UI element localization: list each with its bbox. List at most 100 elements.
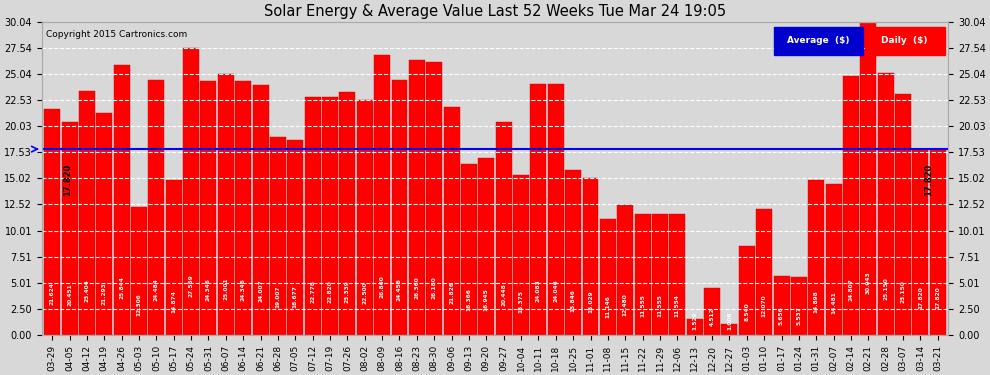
- Bar: [878, 73, 894, 335]
- Text: Average  ($): Average ($): [787, 36, 849, 45]
- Bar: [756, 209, 772, 335]
- Bar: [322, 97, 338, 335]
- Text: 12.480: 12.480: [623, 293, 628, 316]
- Text: 11.146: 11.146: [605, 295, 611, 318]
- Bar: [635, 214, 650, 335]
- Text: 22.820: 22.820: [328, 280, 333, 303]
- Bar: [461, 164, 477, 335]
- Text: 24.484: 24.484: [153, 278, 158, 301]
- Bar: [444, 107, 459, 335]
- Text: 21.624: 21.624: [50, 282, 54, 304]
- Text: 24.007: 24.007: [258, 279, 263, 302]
- Bar: [930, 149, 945, 335]
- Text: 25.844: 25.844: [119, 276, 124, 299]
- Bar: [704, 288, 720, 335]
- Text: 4.512: 4.512: [710, 308, 715, 326]
- Bar: [356, 100, 373, 335]
- Text: 15.029: 15.029: [588, 290, 593, 313]
- Text: 19.007: 19.007: [275, 285, 280, 308]
- FancyBboxPatch shape: [774, 27, 863, 55]
- Text: 23.339: 23.339: [345, 280, 349, 303]
- Text: 17.820: 17.820: [918, 287, 923, 309]
- Bar: [826, 184, 842, 335]
- Bar: [114, 66, 130, 335]
- Text: Daily  ($): Daily ($): [881, 36, 928, 45]
- Bar: [287, 140, 303, 335]
- Bar: [252, 85, 268, 335]
- Bar: [165, 180, 182, 335]
- Text: 11.554: 11.554: [675, 294, 680, 317]
- Bar: [496, 122, 512, 335]
- Bar: [565, 170, 581, 335]
- Text: 20.448: 20.448: [501, 284, 506, 306]
- Text: 23.404: 23.404: [84, 280, 89, 303]
- Bar: [843, 76, 859, 335]
- Bar: [617, 205, 634, 335]
- Bar: [652, 214, 668, 335]
- Text: 24.046: 24.046: [553, 279, 558, 302]
- Text: 16.366: 16.366: [466, 288, 471, 311]
- Text: 5.537: 5.537: [796, 306, 801, 325]
- Bar: [270, 137, 286, 335]
- Bar: [478, 158, 494, 335]
- Text: 5.656: 5.656: [779, 306, 784, 325]
- Bar: [45, 110, 60, 335]
- Bar: [131, 207, 147, 335]
- Text: 8.540: 8.540: [744, 302, 749, 321]
- Bar: [739, 246, 754, 335]
- Bar: [61, 122, 77, 335]
- Text: 14.898: 14.898: [814, 290, 819, 313]
- Text: 17.820: 17.820: [62, 164, 72, 196]
- Bar: [148, 80, 164, 335]
- Text: 25.150: 25.150: [883, 278, 888, 300]
- Bar: [427, 62, 443, 335]
- Title: Solar Energy & Average Value Last 52 Weeks Tue Mar 24 19:05: Solar Energy & Average Value Last 52 Wee…: [264, 4, 726, 19]
- Text: 26.360: 26.360: [415, 276, 420, 299]
- Bar: [79, 91, 95, 335]
- Text: 22.778: 22.778: [310, 280, 315, 303]
- Bar: [600, 219, 616, 335]
- Bar: [183, 48, 199, 335]
- Bar: [531, 84, 546, 335]
- Text: 22.500: 22.500: [362, 281, 367, 304]
- Text: 16.945: 16.945: [484, 288, 489, 310]
- Bar: [513, 175, 529, 335]
- Text: 24.456: 24.456: [397, 278, 402, 301]
- Text: 17.820: 17.820: [924, 164, 934, 196]
- Text: 24.346: 24.346: [206, 278, 211, 301]
- Bar: [201, 81, 217, 335]
- Bar: [236, 81, 251, 335]
- Text: 21.826: 21.826: [449, 282, 454, 304]
- Bar: [547, 84, 563, 335]
- Bar: [687, 319, 703, 335]
- Text: 26.860: 26.860: [379, 275, 385, 298]
- Bar: [218, 74, 234, 335]
- Text: 20.451: 20.451: [67, 284, 72, 306]
- Text: 18.677: 18.677: [293, 285, 298, 308]
- Text: 14.481: 14.481: [832, 291, 837, 314]
- Text: 21.293: 21.293: [102, 282, 107, 305]
- Text: 25.001: 25.001: [224, 278, 229, 300]
- Text: 26.180: 26.180: [432, 276, 437, 299]
- Text: 30.043: 30.043: [866, 272, 871, 294]
- Text: 15.375: 15.375: [519, 290, 524, 312]
- Bar: [391, 80, 408, 335]
- Bar: [895, 93, 911, 335]
- Text: 24.346: 24.346: [241, 278, 246, 301]
- Bar: [305, 98, 321, 335]
- Text: 24.083: 24.083: [536, 279, 541, 302]
- Bar: [582, 178, 599, 335]
- Bar: [808, 180, 825, 335]
- Bar: [340, 92, 355, 335]
- FancyBboxPatch shape: [865, 27, 944, 55]
- Bar: [669, 214, 685, 335]
- Bar: [913, 149, 929, 335]
- Bar: [773, 276, 789, 335]
- Text: 1.006: 1.006: [727, 311, 732, 330]
- Text: 12.070: 12.070: [761, 294, 766, 316]
- Text: 17.820: 17.820: [936, 287, 940, 309]
- Text: 11.555: 11.555: [657, 294, 662, 317]
- Bar: [722, 324, 738, 335]
- Bar: [409, 60, 425, 335]
- Text: 14.874: 14.874: [171, 290, 176, 313]
